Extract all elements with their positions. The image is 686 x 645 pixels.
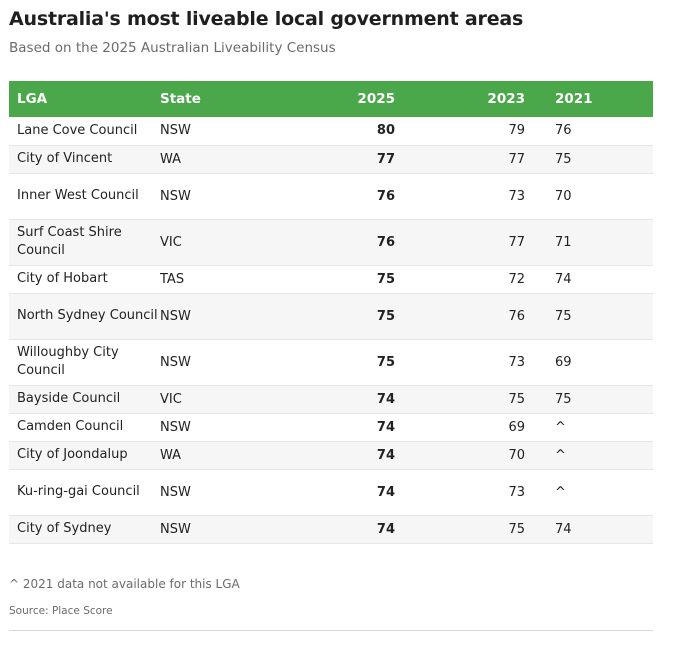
header-2023: 2023 xyxy=(487,91,525,107)
cell-state: NSW xyxy=(160,308,191,324)
cell-2025: 74 xyxy=(376,391,395,407)
cell-2025: 77 xyxy=(376,151,395,167)
table-row: Ku-ring-gai Council NSW 74 73 ^ xyxy=(9,469,653,515)
header-row: LGA State 2025 2023 2021 xyxy=(9,81,653,117)
liveability-table: LGA State 2025 2023 2021 Lane Cove Counc… xyxy=(9,81,653,544)
cell-state: VIC xyxy=(160,234,182,250)
cell-2023: 77 xyxy=(508,151,525,167)
cell-lga: Bayside Council xyxy=(17,391,121,406)
cell-lga: Camden Council xyxy=(17,419,124,434)
cell-2021: 70 xyxy=(555,188,572,204)
cell-2021: 76 xyxy=(555,123,572,139)
header-2021: 2021 xyxy=(555,91,593,107)
cell-2025: 74 xyxy=(376,419,395,435)
table-row: Bayside Council VIC 74 75 75 xyxy=(9,385,653,413)
cell-2023: 73 xyxy=(508,354,525,370)
cell-state: WA xyxy=(160,151,182,167)
table-row: Willoughby City Council NSW 75 73 69 xyxy=(9,339,653,385)
table-body: Lane Cove Council NSW 80 79 76 City of V… xyxy=(9,117,653,543)
table-row: City of Sydney NSW 74 75 74 xyxy=(9,515,653,543)
cell-state: WA xyxy=(160,447,182,463)
cell-2025: 76 xyxy=(376,234,395,250)
header-2025: 2025 xyxy=(357,91,395,107)
cell-2021: ^ xyxy=(555,484,566,500)
cell-state: VIC xyxy=(160,391,182,407)
cell-state: NSW xyxy=(160,123,191,139)
table-row: Camden Council NSW 74 69 ^ xyxy=(9,413,653,441)
bottom-divider xyxy=(9,630,653,631)
cell-state: NSW xyxy=(160,419,191,435)
cell-2023: 75 xyxy=(508,391,525,407)
cell-state: TAS xyxy=(160,271,185,287)
cell-2023: 70 xyxy=(508,447,525,463)
cell-2021: 74 xyxy=(555,521,572,537)
cell-2025: 76 xyxy=(376,188,395,204)
cell-2023: 77 xyxy=(508,234,525,250)
cell-lga: Willoughby City Council xyxy=(17,345,119,378)
cell-lga: Lane Cove Council xyxy=(17,122,138,138)
cell-2021: 75 xyxy=(555,151,572,167)
cell-2021: ^ xyxy=(555,447,566,463)
cell-2023: 73 xyxy=(508,188,525,204)
cell-2023: 75 xyxy=(508,521,525,537)
cell-lga: City of Vincent xyxy=(17,151,113,166)
header-lga: LGA xyxy=(17,91,48,107)
cell-state: NSW xyxy=(160,188,191,204)
table-row: City of Vincent WA 77 77 75 xyxy=(9,145,653,173)
cell-2025: 75 xyxy=(376,271,395,287)
chart-subtitle: Based on the 2025 Australian Liveability… xyxy=(9,40,336,56)
cell-2021: 71 xyxy=(555,234,572,250)
footnote: ^ 2021 data not available for this LGA xyxy=(9,577,240,591)
cell-2025: 80 xyxy=(376,123,395,139)
cell-2025: 75 xyxy=(376,354,395,370)
header-state: State xyxy=(160,91,201,107)
cell-2021: 74 xyxy=(555,271,572,287)
source-note: Source: Place Score xyxy=(9,605,113,617)
table-row: City of Hobart TAS 75 72 74 xyxy=(9,265,653,293)
table-row: Lane Cove Council NSW 80 79 76 xyxy=(9,117,653,145)
table-row: North Sydney Council NSW 75 76 75 xyxy=(9,293,653,339)
cell-2021: ^ xyxy=(555,419,566,435)
cell-lga: Surf Coast Shire Council xyxy=(17,225,122,258)
cell-2021: 75 xyxy=(555,308,572,324)
cell-lga: Ku-ring-gai Council xyxy=(17,484,140,499)
table-row: Surf Coast Shire Council VIC 76 77 71 xyxy=(9,219,653,265)
cell-2021: 75 xyxy=(555,391,572,407)
chart-title: Australia's most liveable local governme… xyxy=(9,8,524,30)
cell-lga: City of Hobart xyxy=(17,271,108,286)
cell-lga: Inner West Council xyxy=(17,188,139,203)
cell-lga: City of Sydney xyxy=(17,521,112,536)
table-row: City of Joondalup WA 74 70 ^ xyxy=(9,441,653,469)
cell-2025: 74 xyxy=(376,521,395,537)
cell-state: NSW xyxy=(160,484,191,500)
table-row: Inner West Council NSW 76 73 70 xyxy=(9,173,653,219)
cell-2023: 69 xyxy=(508,419,525,435)
cell-2023: 73 xyxy=(508,484,525,500)
cell-state: NSW xyxy=(160,521,191,537)
cell-2023: 79 xyxy=(508,123,525,139)
cell-2021: 69 xyxy=(555,354,572,370)
liveability-table-wrap: LGA State 2025 2023 2021 Lane Cove Counc… xyxy=(9,81,653,544)
cell-state: NSW xyxy=(160,354,191,370)
cell-2023: 72 xyxy=(508,271,525,287)
cell-2025: 75 xyxy=(376,308,395,324)
cell-2025: 74 xyxy=(376,484,395,500)
cell-2023: 76 xyxy=(508,308,525,324)
cell-lga: City of Joondalup xyxy=(17,447,128,462)
cell-2025: 74 xyxy=(376,447,395,463)
table-header: LGA State 2025 2023 2021 xyxy=(9,81,653,117)
cell-lga: North Sydney Council xyxy=(17,308,158,323)
